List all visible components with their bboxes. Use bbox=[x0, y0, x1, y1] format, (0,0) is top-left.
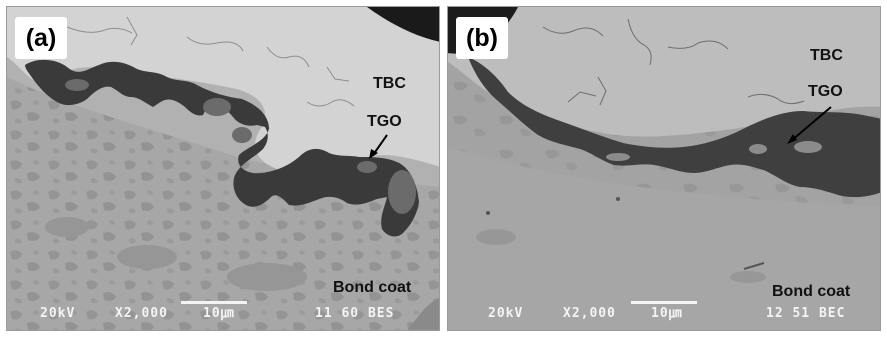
magnification-readout-a: X2,000 bbox=[115, 306, 168, 321]
image-id-readout-b: 12 51 BEC bbox=[766, 306, 846, 321]
scale-bar-a bbox=[181, 301, 247, 304]
voltage-readout-a: 20kV bbox=[40, 306, 76, 321]
tbc-label-a: TBC bbox=[373, 75, 406, 92]
magnification-readout-b: X2,000 bbox=[563, 306, 616, 321]
bond-coat-label-a: Bond coat bbox=[333, 279, 412, 296]
scale-bar-b bbox=[631, 301, 697, 304]
voltage-readout-b: 20kV bbox=[488, 306, 524, 321]
micrograph-panel-b: (b) TBC TGO Bond coat 20kV X2,000 10㎛ 12… bbox=[447, 6, 881, 331]
sem-image-a bbox=[7, 7, 439, 330]
image-id-readout-a: 11 60 BES bbox=[315, 306, 395, 321]
bond-coat-label-b: Bond coat bbox=[772, 283, 851, 300]
sem-image-b bbox=[448, 7, 880, 330]
tgo-label-a: TGO bbox=[367, 113, 402, 130]
panel-label-a: (a) bbox=[15, 17, 67, 59]
tgo-label-b: TGO bbox=[808, 83, 843, 100]
scale-readout-a: 10㎛ bbox=[203, 306, 235, 321]
sem-databar-b: 20kV X2,000 10㎛ 12 51 BEC bbox=[448, 301, 880, 322]
tbc-label-b: TBC bbox=[810, 47, 843, 64]
scale-readout-b: 10㎛ bbox=[651, 306, 683, 321]
sem-databar-a: 20kV X2,000 10㎛ 11 60 BES bbox=[7, 301, 439, 322]
micrograph-panel-a: (a) TBC TGO Bond coat 20kV X2,000 10㎛ 11… bbox=[6, 6, 440, 331]
panel-label-b: (b) bbox=[456, 17, 508, 59]
